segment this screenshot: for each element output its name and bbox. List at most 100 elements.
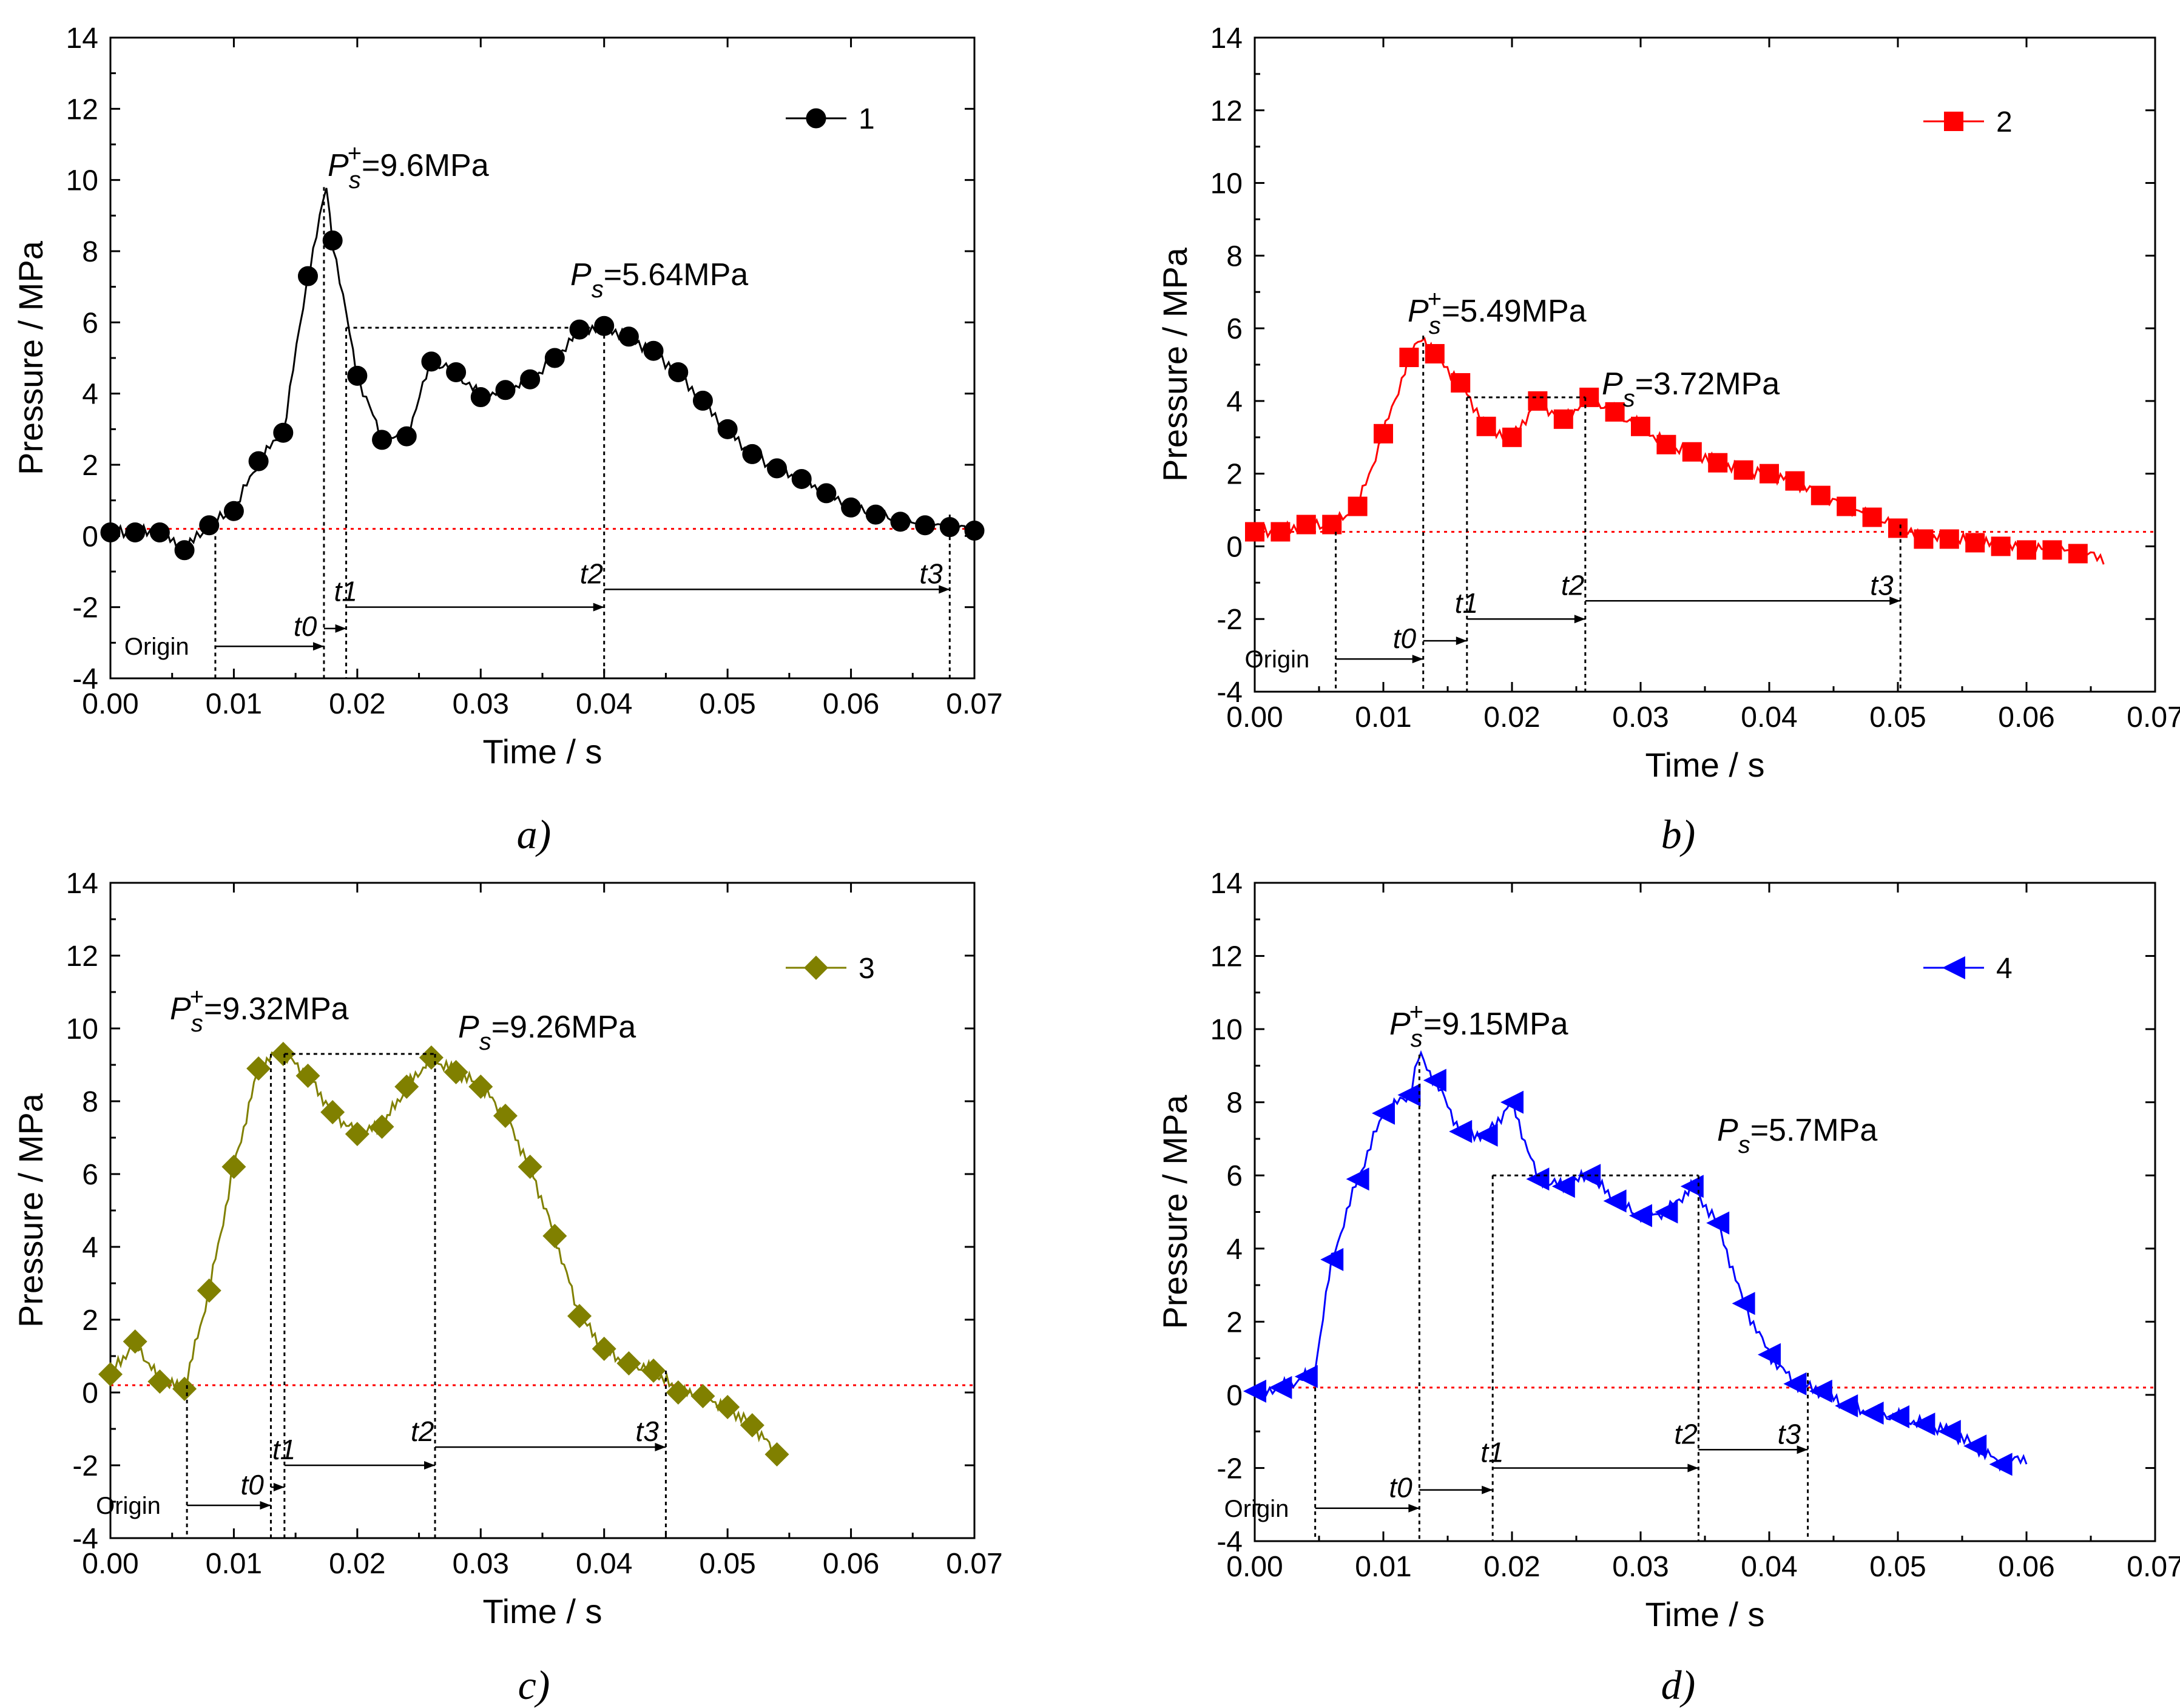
data-point [641,1359,666,1383]
peak-pressure-label: Ps+=9.15MPa [1389,999,1568,1052]
data-point [715,1395,740,1419]
t2-arrow-head [1889,596,1901,606]
t0-label: t0 [1393,623,1417,654]
t1-label: t1 [272,1434,295,1465]
data-point [1989,1453,2013,1476]
origin-arrow-head [312,642,324,651]
data-point [1656,434,1676,454]
t0-label: t0 [240,1469,264,1500]
y-axis-title: Pressure / MPa [12,1093,50,1328]
data-point [1269,1376,1292,1399]
t1-arrow-head [424,1461,436,1470]
data-point [1423,1068,1446,1092]
y-tick-label: 14 [66,22,98,55]
y-tick-label: 6 [1226,313,1243,345]
plot-frame [1254,882,2156,1542]
legend-marker [806,108,826,129]
series-line [1254,337,2105,565]
data-point [890,511,911,532]
t1-arrow-head [1687,1463,1699,1473]
t3-label: t3 [1778,1418,1801,1450]
data-point [2068,544,2088,564]
x-axis-title: Time / s [1645,746,1764,784]
y-tick-label: -2 [1217,604,1243,636]
data-point [690,1384,715,1408]
legend: 4 [1923,953,2013,985]
peak-symbol-plus: + [348,140,362,167]
data-point [320,1100,345,1124]
data-point [1888,518,1908,538]
data-point [470,387,491,408]
data-point [643,340,664,361]
data-point [1809,1379,1832,1403]
ps-value: =9.26MPa [491,1010,636,1045]
x-tick-label: 0.06 [1998,1551,2054,1583]
t0-arrow-head [335,624,346,633]
y-tick-label: 14 [66,868,98,900]
peak-symbol-p: P [328,148,349,183]
x-tick-label: 0.07 [2127,701,2180,734]
y-tick-label: 6 [1226,1160,1243,1192]
data-point [717,419,738,439]
data-point [1631,416,1650,436]
x-tick-label: 0.02 [1483,701,1540,734]
data-point [1399,348,1419,368]
t0-label: t0 [1389,1472,1412,1504]
y-tick-label: 12 [66,940,98,973]
data-point [767,458,788,479]
data-point [98,1362,123,1386]
peak-symbol-p: P [170,991,191,1027]
data-point [618,326,639,347]
ps-symbol-p: P [1602,366,1623,402]
x-tick-label: 0.04 [576,1548,632,1580]
t2-label: t2 [1561,569,1584,601]
data-point [1294,1365,1318,1388]
data-point [915,515,936,536]
legend: 1 [786,103,875,135]
peak-symbol-plus: + [1428,286,1442,312]
origin-label: Origin [1245,646,1310,673]
ps-symbol-p: P [570,257,592,292]
x-tick-label: 0.01 [1355,701,1411,734]
data-point [1271,522,1291,542]
data-point [1551,1175,1575,1198]
ps-pressure-label: Ps=3.72MPa [1602,366,1780,412]
x-tick-label: 0.05 [699,688,755,720]
data-point [370,1115,394,1139]
x-axis-title: Time / s [1645,1595,1764,1633]
data-point [1682,442,1702,462]
data-point [567,1304,592,1328]
chart-panel-3: 0.00 0.01 0.02 0.03 0.04 0.05 0.06 0.07 -4 -2 0 2 4 6… [12,868,1003,1708]
x-tick-label: 0.03 [1612,1551,1669,1583]
peak-value: =9.15MPa [1423,1007,1568,1042]
data-point [347,365,368,386]
y-tick-label: 14 [1210,22,1243,55]
data-point [125,522,146,542]
data-point [666,1380,690,1405]
data-point [616,1351,641,1376]
data-point [1296,515,1316,535]
y-tick-label: 2 [82,450,98,482]
data-point [1425,344,1445,364]
x-axis-title: Time / s [482,732,602,771]
series-line [109,1050,778,1462]
data-point [1835,1394,1858,1417]
peak-value: =9.6MPa [362,148,489,183]
panel-label: d) [1661,1662,1696,1708]
x-tick-label: 0.05 [1869,1551,1926,1583]
y-axis-title: Pressure / MPa [1156,1095,1194,1329]
origin-label: Origin [124,633,189,660]
ps-symbol-s: s [1623,385,1635,412]
data-point [372,430,393,450]
data-point [1837,496,1857,516]
y-tick-label: 6 [82,1159,98,1191]
y-tick-label: 10 [66,1013,98,1045]
data-point [221,1155,246,1179]
y-tick-label: 10 [1210,1014,1243,1046]
data-point [100,522,121,542]
t2-label: t2 [411,1416,434,1447]
legend-label: 3 [859,953,875,985]
legend-marker [804,956,828,980]
data-point [174,540,195,561]
